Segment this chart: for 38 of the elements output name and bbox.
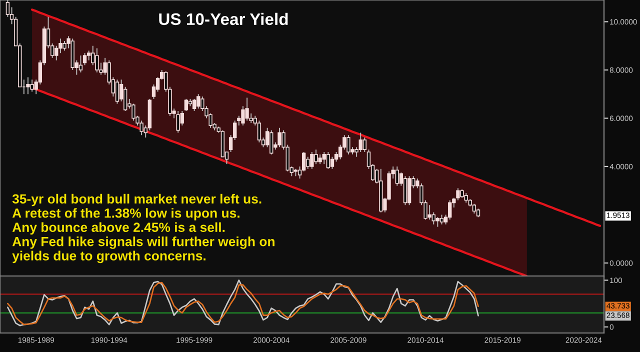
candlestick	[432, 212, 436, 225]
candlestick	[132, 103, 136, 122]
candlestick	[330, 156, 334, 170]
annotation: 35-yr old bond bull market never left us. A retest of the 1.38% low is upon us. Any bounce above 2.45% is a sell. Any Fed hike signals will further weigh on yields due to growth concerns.	[12, 194, 274, 264]
candlestick	[176, 110, 180, 134]
candlestick	[395, 166, 399, 186]
text: US 10-Year Yield	[159, 12, 288, 26]
candlestick	[86, 50, 91, 61]
candlestick	[82, 52, 87, 66]
candlestick	[314, 149, 318, 165]
candlestick	[78, 55, 83, 73]
candlestick	[26, 76, 30, 95]
candlestick	[95, 48, 99, 73]
candlestick	[6, 0, 10, 18]
candlestick	[54, 45, 58, 61]
candlestick	[270, 130, 274, 155]
candlestick	[257, 120, 262, 143]
candlestick	[278, 127, 282, 148]
candlestick	[115, 79, 120, 104]
candlestick	[428, 204, 432, 220]
candlestick	[140, 120, 144, 136]
candlestick	[184, 98, 188, 112]
candlestick	[192, 98, 196, 112]
candlestick	[472, 203, 476, 214]
candlestick	[322, 152, 326, 165]
candlestick	[196, 94, 200, 110]
candlestick	[464, 192, 468, 204]
candlestick	[358, 132, 362, 152]
candlestick	[346, 134, 350, 155]
candlestick	[30, 79, 34, 92]
candlestick	[448, 200, 452, 220]
candlestick	[440, 214, 444, 225]
candlestick	[318, 154, 322, 165]
candlestick	[306, 156, 310, 170]
candlestick	[245, 97, 249, 122]
candlestick	[436, 216, 440, 228]
candlestick	[326, 152, 330, 170]
candlestick	[310, 152, 314, 170]
